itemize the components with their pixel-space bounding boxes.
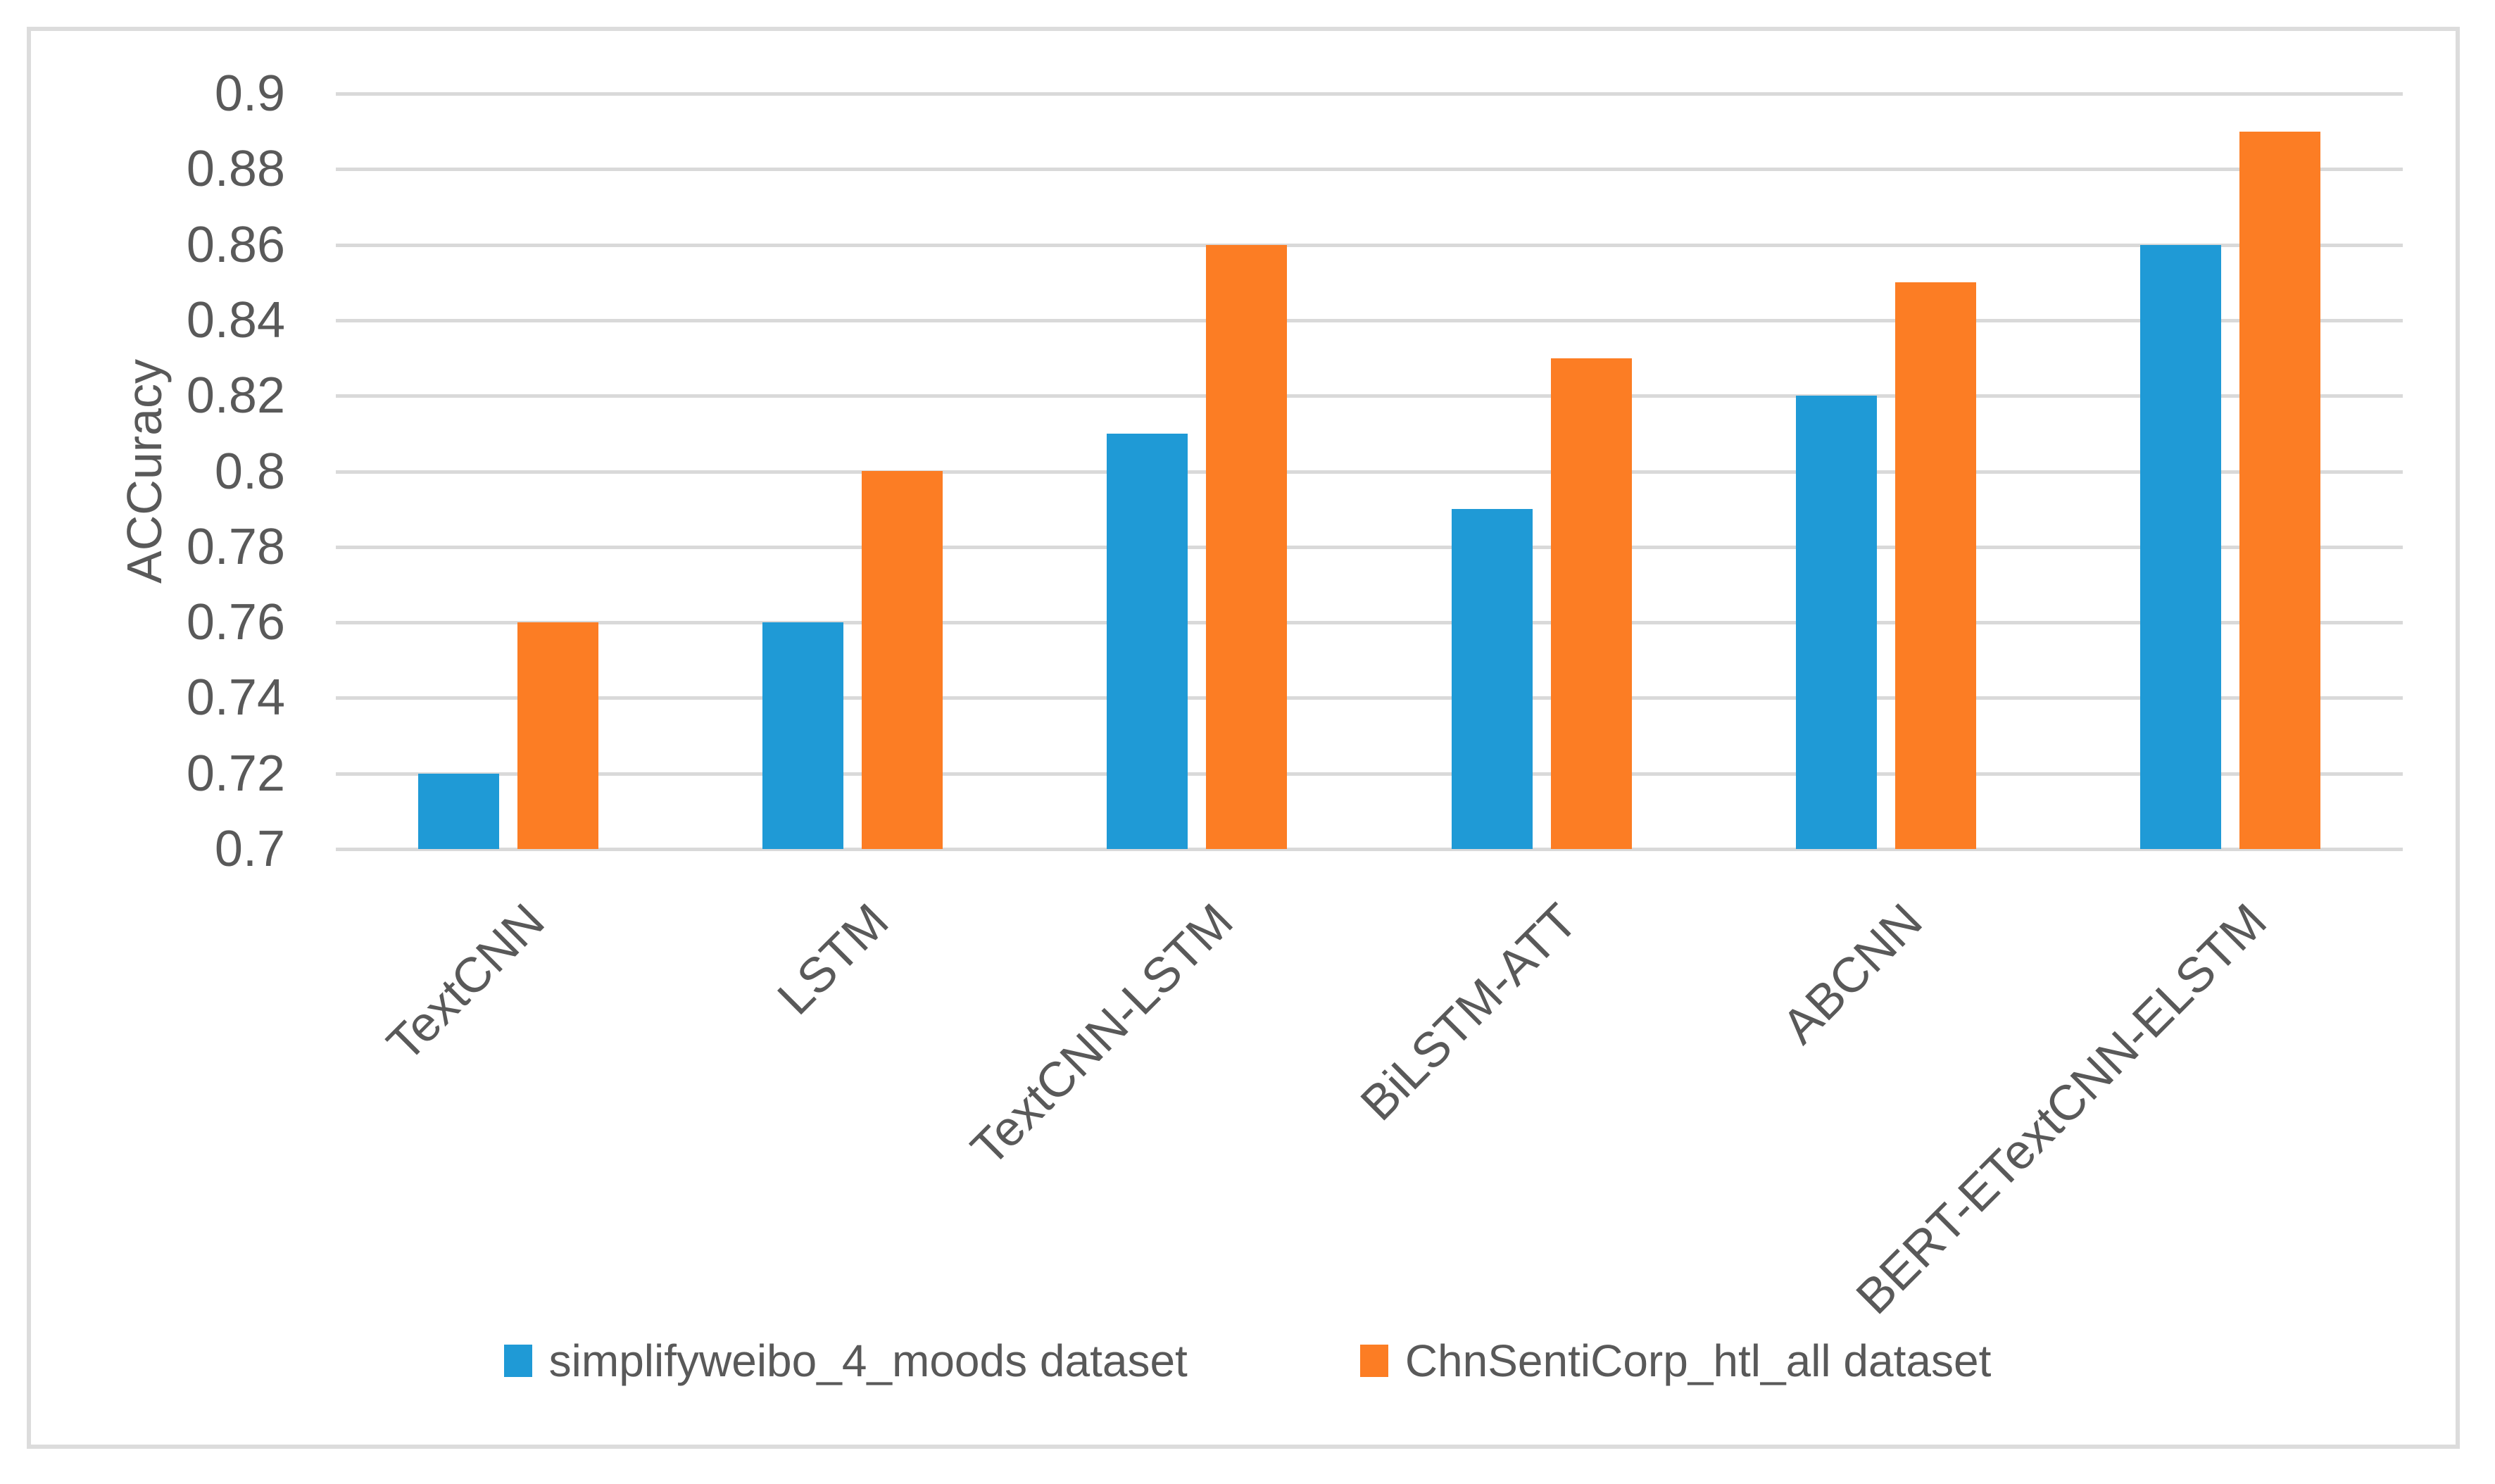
bar-simplifyweibo-4-moods-dataset-bilstm-att: [1452, 509, 1533, 849]
gridline: [336, 546, 2403, 549]
y-tick-label: 0.8: [214, 444, 285, 500]
y-tick-label: 0.7: [214, 821, 285, 877]
gridline: [336, 244, 2403, 247]
legend-item-simplifyweibo-4-moods-dataset: simplifyweibo_4_moods dataset: [503, 1335, 1188, 1387]
y-tick-label: 0.78: [186, 519, 285, 575]
gridline: [336, 92, 2403, 96]
gridline: [336, 696, 2403, 700]
gridline: [336, 319, 2403, 322]
legend-label: simplifyweibo_4_moods dataset: [548, 1335, 1188, 1386]
y-tick-label: 0.82: [186, 367, 285, 424]
bar-chnsenticorp-htl-all-dataset-textcnn-lstm: [1206, 245, 1287, 849]
bar-simplifyweibo-4-moods-dataset-textcnn: [418, 774, 499, 849]
y-tick-label: 0.86: [186, 217, 285, 273]
bar-chnsenticorp-htl-all-dataset-textcnn: [517, 622, 598, 849]
y-tick-label: 0.74: [186, 669, 285, 726]
gridline: [336, 848, 2403, 851]
gridline: [336, 394, 2403, 398]
bar-simplifyweibo-4-moods-dataset-abcnn: [1796, 396, 1877, 849]
plot-area: [336, 92, 2403, 851]
y-tick-label: 0.76: [186, 594, 285, 650]
y-tick-label: 0.9: [214, 65, 285, 122]
legend: simplifyweibo_4_moods dataset ChnSentiCor…: [0, 1335, 2495, 1387]
bar-chnsenticorp-htl-all-dataset-bert-etextcnn-elstm: [2239, 132, 2320, 849]
bar-chnsenticorp-htl-all-dataset-abcnn: [1895, 282, 1976, 849]
legend-label: ChnSentiCorp_htl_all dataset: [1404, 1335, 1992, 1386]
bar-chnsenticorp-htl-all-dataset-bilstm-att: [1551, 358, 1632, 849]
y-axis-tick-labels: 0.9 0.88 0.86 0.84 0.82 0.8 0.78 0.76 0.74 0.72 0.…: [0, 65, 285, 877]
y-tick-label: 0.72: [186, 746, 285, 802]
legend-color-swatch-icon: [503, 1345, 532, 1377]
bar-simplifyweibo-4-moods-dataset-bert-etextcnn-elstm: [2140, 245, 2221, 849]
y-tick-label: 0.84: [186, 292, 285, 348]
gridline: [336, 168, 2403, 171]
gridline: [336, 621, 2403, 624]
bar-chnsenticorp-htl-all-dataset-lstm: [862, 471, 943, 849]
legend-color-swatch-icon: [1359, 1345, 1388, 1377]
bar-simplifyweibo-4-moods-dataset-textcnn-lstm: [1107, 434, 1188, 849]
gridline: [336, 772, 2403, 776]
y-tick-label: 0.88: [186, 141, 285, 197]
legend-item-chnsenticorp-htl-all-dataset: ChnSentiCorp_htl_all dataset: [1359, 1335, 1992, 1387]
bar-simplifyweibo-4-moods-dataset-lstm: [762, 622, 843, 849]
gridline: [336, 470, 2403, 474]
